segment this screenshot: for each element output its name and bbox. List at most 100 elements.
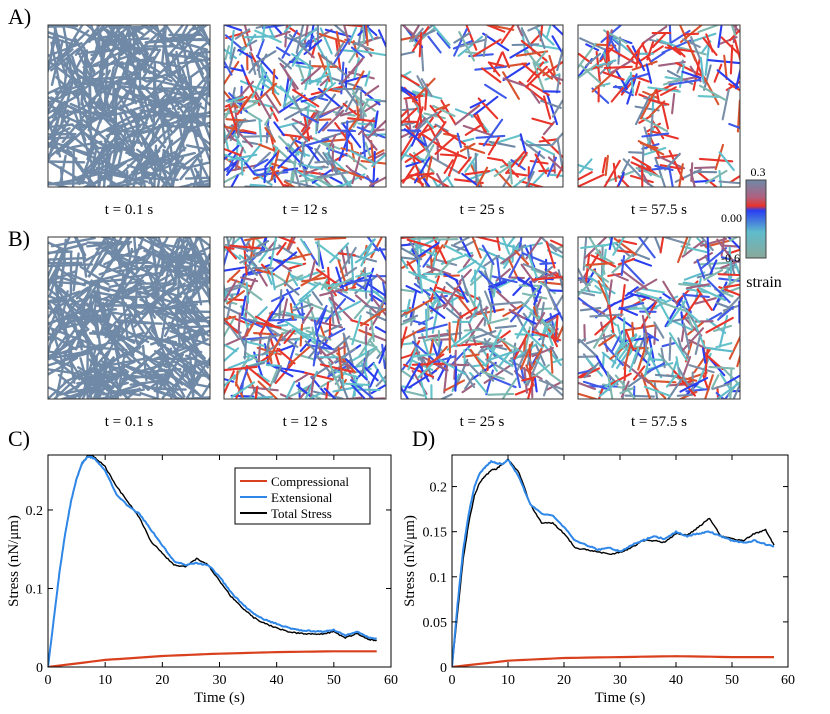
- filament: [58, 316, 106, 330]
- filament: [604, 154, 609, 177]
- snapshot-b-3: t = 25 s: [400, 236, 564, 430]
- filament: [314, 241, 342, 262]
- filament: [472, 363, 488, 368]
- snapshot-frame: [577, 236, 741, 400]
- filament: [442, 281, 462, 310]
- filament: [174, 295, 203, 323]
- filament: [704, 43, 711, 76]
- filament: [578, 158, 593, 174]
- filament: [288, 134, 304, 156]
- filament: [227, 95, 245, 103]
- filament: [551, 99, 563, 118]
- filament: [296, 59, 306, 85]
- filament: [300, 109, 318, 133]
- filament: [401, 70, 412, 79]
- filament: [701, 347, 707, 364]
- filament: [404, 148, 425, 163]
- filament: [195, 120, 210, 162]
- filament: [179, 145, 208, 181]
- filament: [248, 60, 259, 74]
- filament: [155, 379, 159, 399]
- filament: [606, 371, 614, 399]
- filament: [315, 110, 320, 132]
- filament: [64, 372, 100, 395]
- filament: [182, 295, 189, 340]
- filament: [632, 365, 646, 381]
- filament: [401, 25, 419, 40]
- filament: [296, 247, 306, 261]
- filament: [309, 259, 317, 281]
- filament: [704, 348, 709, 378]
- filament: [662, 77, 684, 86]
- filament: [310, 33, 326, 59]
- filament: [170, 324, 206, 360]
- filament: [692, 57, 701, 91]
- filament: [529, 82, 550, 97]
- filament: [342, 123, 362, 149]
- colorbar-tick-max: 0.3: [751, 165, 766, 179]
- filament: [502, 77, 529, 88]
- filament: [635, 167, 663, 179]
- filament: [258, 118, 263, 143]
- filament: [161, 379, 186, 399]
- filament: [243, 101, 259, 111]
- filament: [326, 147, 349, 157]
- filament: [142, 70, 173, 104]
- filament: [598, 334, 616, 347]
- filament: [668, 78, 702, 86]
- filament: [578, 171, 593, 181]
- filament: [89, 25, 101, 54]
- filament: [112, 323, 150, 344]
- filament: [464, 375, 475, 390]
- filament: [258, 310, 274, 336]
- filament: [436, 32, 451, 49]
- filament: [703, 64, 712, 91]
- filament: [115, 92, 142, 128]
- filament: [278, 344, 295, 352]
- filament: [419, 29, 436, 38]
- filament: [276, 241, 287, 256]
- filament: [490, 329, 502, 351]
- filament: [253, 332, 279, 336]
- filament: [95, 44, 108, 92]
- filament: [366, 311, 386, 322]
- filament: [427, 35, 442, 54]
- filament: [291, 53, 314, 70]
- filament: [514, 349, 528, 375]
- filament: [60, 53, 86, 98]
- filament: [224, 299, 238, 305]
- filament: [190, 50, 206, 83]
- filament: [426, 288, 455, 296]
- filament: [269, 328, 299, 348]
- filament: [271, 68, 276, 95]
- filament: [412, 353, 435, 358]
- filament: [549, 243, 563, 254]
- filament: [678, 163, 684, 187]
- filament: [422, 254, 433, 268]
- filament: [508, 160, 513, 185]
- y-tick-label: 0.05: [423, 616, 448, 631]
- filament: [48, 101, 65, 132]
- filament: [549, 349, 554, 374]
- filament: [311, 291, 323, 306]
- filament: [327, 151, 339, 173]
- filament: [508, 276, 525, 280]
- filament: [315, 308, 327, 336]
- filament: [157, 146, 187, 172]
- filament: [151, 326, 172, 368]
- filament: [545, 379, 563, 398]
- filament: [665, 374, 678, 388]
- filament: [224, 148, 242, 157]
- filament: [527, 254, 539, 280]
- filament: [488, 281, 506, 288]
- filament: [224, 305, 242, 316]
- filament: [422, 336, 438, 343]
- filament: [401, 129, 422, 132]
- filament: [256, 38, 265, 58]
- filament: [482, 118, 504, 147]
- filament: [653, 321, 665, 339]
- filament: [514, 249, 530, 266]
- filament: [224, 153, 248, 163]
- filament: [143, 100, 171, 143]
- filament: [465, 306, 489, 320]
